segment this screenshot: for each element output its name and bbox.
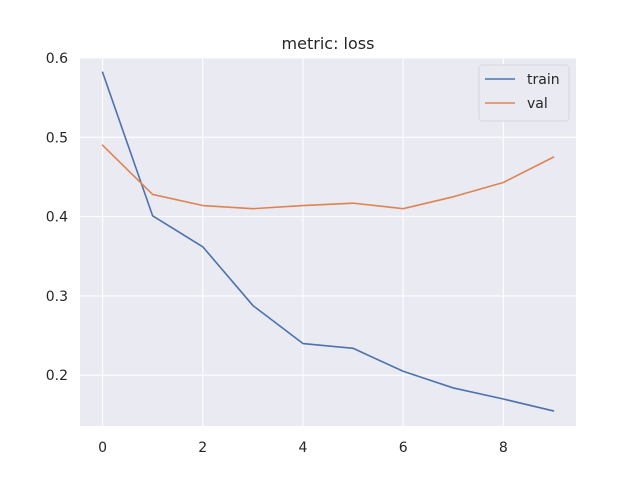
y-tick-label: 0.3 (46, 289, 68, 305)
series-line-val (101, 144, 555, 210)
y-tick-label: 0.4 (46, 210, 68, 226)
series-layer (101, 71, 555, 412)
tick-labels: 0 2 4 6 8 0.2 0.3 0.4 0.5 0.6 (46, 51, 508, 456)
y-tick-label: 0.5 (46, 130, 68, 146)
legend-label-train: train (527, 72, 560, 88)
x-tick-label: 2 (198, 440, 207, 456)
x-tick-label: 8 (499, 440, 508, 456)
chart-title: metric: loss (282, 34, 375, 53)
x-tick-label: 4 (298, 440, 307, 456)
x-tick-label: 6 (399, 440, 408, 456)
legend: train val (478, 64, 570, 122)
y-tick-label: 0.6 (46, 51, 68, 67)
y-tick-label: 0.2 (46, 368, 68, 384)
legend-label-val: val (527, 96, 548, 112)
x-tick-label: 0 (98, 440, 107, 456)
series-line-train (101, 71, 555, 412)
grid (80, 57, 576, 426)
